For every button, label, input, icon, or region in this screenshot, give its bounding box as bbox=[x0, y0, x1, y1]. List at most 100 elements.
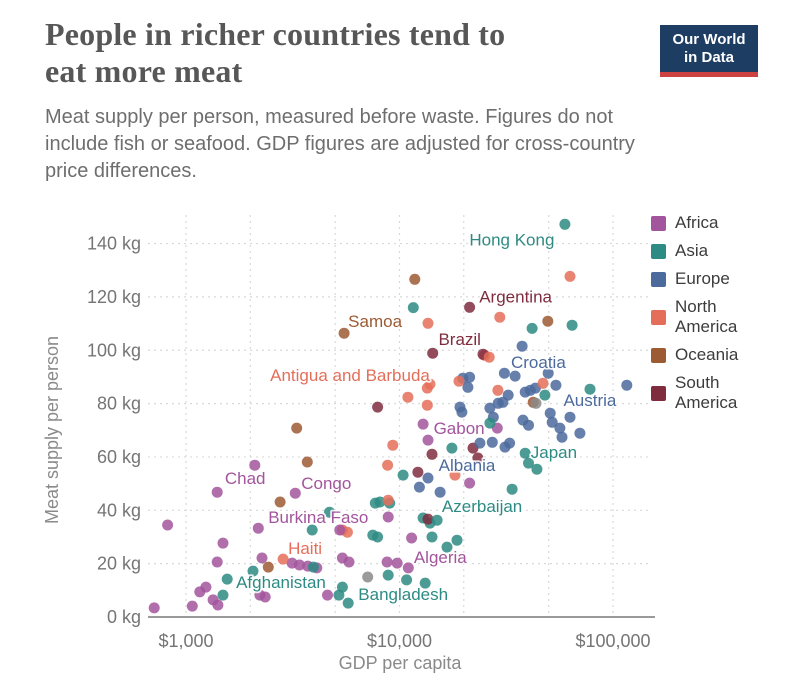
data-point[interactable] bbox=[464, 371, 476, 383]
data-point[interactable] bbox=[451, 534, 463, 546]
legend-item-south-america[interactable]: South America bbox=[651, 373, 777, 413]
data-point[interactable] bbox=[441, 541, 453, 553]
data-point[interactable] bbox=[539, 389, 551, 401]
data-point[interactable] bbox=[564, 270, 576, 282]
data-point[interactable] bbox=[194, 586, 206, 598]
data-point[interactable] bbox=[391, 557, 403, 569]
data-point[interactable] bbox=[462, 381, 474, 393]
data-point-hong-kong[interactable] bbox=[559, 218, 571, 230]
country-label-japan[interactable]: Japan bbox=[529, 441, 579, 464]
data-point[interactable] bbox=[162, 519, 174, 531]
data-point[interactable] bbox=[382, 494, 394, 506]
data-point[interactable] bbox=[554, 422, 566, 434]
country-label-albania[interactable]: Albania bbox=[437, 454, 498, 477]
data-point[interactable] bbox=[519, 447, 531, 459]
data-point[interactable] bbox=[262, 561, 274, 573]
data-point[interactable] bbox=[274, 496, 286, 508]
data-point[interactable] bbox=[484, 417, 496, 429]
country-label-samoa[interactable]: Samoa bbox=[346, 310, 404, 333]
data-point[interactable] bbox=[382, 459, 394, 471]
data-point[interactable] bbox=[537, 377, 549, 389]
country-label-hong-kong[interactable]: Hong Kong bbox=[468, 229, 557, 252]
data-point[interactable] bbox=[564, 411, 576, 423]
data-point[interactable] bbox=[504, 437, 516, 449]
country-label-algeria[interactable]: Algeria bbox=[412, 546, 469, 569]
data-point[interactable] bbox=[301, 456, 313, 468]
data-point[interactable] bbox=[492, 384, 504, 396]
data-point[interactable] bbox=[542, 367, 554, 379]
country-label-haiti[interactable]: Haiti bbox=[286, 537, 324, 560]
data-point[interactable] bbox=[421, 399, 433, 411]
data-point[interactable] bbox=[516, 340, 528, 352]
data-point[interactable] bbox=[212, 599, 224, 611]
data-point[interactable] bbox=[362, 571, 374, 583]
country-label-chad[interactable]: Chad bbox=[223, 467, 267, 490]
data-point[interactable] bbox=[621, 379, 633, 391]
data-point[interactable] bbox=[509, 370, 521, 382]
data-point-burkina-faso[interactable] bbox=[252, 522, 264, 534]
data-point[interactable] bbox=[574, 427, 586, 439]
data-point-afghanistan[interactable] bbox=[217, 589, 229, 601]
data-point[interactable] bbox=[221, 573, 233, 585]
data-point[interactable] bbox=[474, 437, 486, 449]
legend-item-north-america[interactable]: North America bbox=[651, 297, 777, 337]
data-point[interactable] bbox=[186, 600, 198, 612]
data-point[interactable] bbox=[148, 602, 160, 614]
data-point-austria[interactable] bbox=[550, 379, 562, 391]
data-point[interactable] bbox=[422, 317, 434, 329]
data-point[interactable] bbox=[294, 559, 305, 571]
data-point[interactable] bbox=[259, 591, 271, 603]
data-point-bangladesh[interactable] bbox=[342, 597, 354, 609]
owid-logo[interactable]: Our World in Data bbox=[660, 25, 758, 77]
data-point-japan[interactable] bbox=[531, 463, 543, 475]
data-point[interactable] bbox=[472, 452, 484, 464]
data-point-congo[interactable] bbox=[289, 487, 301, 499]
data-point[interactable] bbox=[249, 459, 261, 471]
data-point-chad[interactable] bbox=[211, 486, 223, 498]
country-label-gabon[interactable]: Gabon bbox=[432, 417, 487, 440]
data-point[interactable] bbox=[526, 322, 538, 334]
data-point[interactable] bbox=[413, 481, 425, 493]
legend-item-europe[interactable]: Europe bbox=[651, 269, 777, 289]
data-point[interactable] bbox=[422, 434, 434, 446]
data-point[interactable] bbox=[486, 436, 498, 448]
data-point[interactable] bbox=[382, 511, 394, 523]
data-point[interactable] bbox=[217, 537, 229, 549]
data-point[interactable] bbox=[426, 531, 438, 543]
data-point[interactable] bbox=[523, 419, 534, 431]
data-point[interactable] bbox=[434, 486, 446, 498]
data-point[interactable] bbox=[407, 302, 419, 314]
data-point[interactable] bbox=[530, 397, 542, 409]
data-point[interactable] bbox=[492, 397, 504, 409]
data-point[interactable] bbox=[381, 556, 393, 568]
data-point[interactable] bbox=[343, 556, 355, 568]
data-point[interactable] bbox=[446, 442, 458, 454]
country-label-azerbaijan[interactable]: Azerbaijan bbox=[440, 495, 524, 518]
data-point-haiti[interactable] bbox=[277, 553, 289, 565]
data-point[interactable] bbox=[426, 448, 438, 460]
country-label-austria[interactable]: Austria bbox=[562, 389, 619, 412]
data-point[interactable] bbox=[402, 391, 414, 403]
data-point[interactable] bbox=[324, 506, 335, 518]
data-point[interactable] bbox=[256, 552, 268, 564]
data-point[interactable] bbox=[334, 524, 346, 536]
data-point[interactable] bbox=[307, 561, 319, 573]
data-point[interactable] bbox=[584, 383, 596, 395]
data-point[interactable] bbox=[456, 406, 468, 418]
data-point[interactable] bbox=[382, 569, 394, 581]
country-label-argentina[interactable]: Argentina bbox=[477, 286, 554, 309]
data-point[interactable] bbox=[419, 577, 431, 589]
data-point[interactable] bbox=[506, 483, 518, 495]
data-point[interactable] bbox=[483, 351, 495, 363]
data-point[interactable] bbox=[566, 319, 578, 331]
country-label-croatia[interactable]: Croatia bbox=[509, 351, 568, 374]
country-label-congo[interactable]: Congo bbox=[299, 472, 353, 495]
country-label-afghanistan[interactable]: Afghanistan bbox=[234, 571, 327, 594]
data-point[interactable] bbox=[306, 524, 318, 536]
data-point[interactable] bbox=[406, 532, 418, 544]
data-point[interactable] bbox=[291, 422, 303, 434]
data-point[interactable] bbox=[424, 378, 436, 390]
data-point[interactable] bbox=[401, 574, 413, 586]
legend-item-oceania[interactable]: Oceania bbox=[651, 345, 777, 365]
data-point[interactable] bbox=[322, 589, 333, 601]
